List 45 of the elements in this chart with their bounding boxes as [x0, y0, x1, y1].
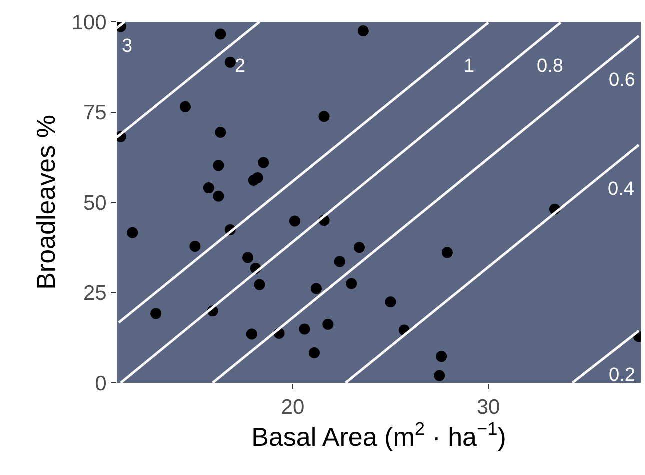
point	[224, 56, 236, 68]
point	[252, 172, 264, 184]
series-label: 0.2	[609, 365, 636, 386]
point	[215, 28, 226, 40]
point	[442, 247, 453, 258]
series-label: 0.4	[608, 179, 635, 200]
point	[203, 182, 214, 194]
point	[318, 111, 330, 122]
point	[299, 324, 310, 335]
point	[322, 319, 334, 330]
point	[358, 26, 369, 37]
point	[289, 216, 300, 227]
point	[334, 256, 346, 268]
point	[213, 160, 224, 172]
point	[127, 227, 138, 238]
point	[180, 101, 191, 112]
point	[436, 351, 448, 362]
point	[246, 328, 258, 340]
series-label: 0.6	[609, 70, 636, 91]
y-tick-label: 50	[83, 192, 107, 215]
point	[242, 252, 254, 264]
point	[354, 242, 365, 254]
point	[254, 279, 266, 290]
point	[213, 190, 224, 202]
y-tick-label: 25	[83, 282, 107, 306]
y-tick-label: 75	[83, 102, 107, 125]
point	[190, 241, 201, 252]
series-label: 2	[235, 56, 246, 77]
point	[346, 278, 358, 290]
y-axis-title: Broadleaves %	[31, 115, 62, 290]
y-tick-label: 100	[72, 11, 107, 34]
x-tick-label: 20	[281, 396, 305, 420]
point	[385, 296, 396, 308]
point	[215, 126, 226, 138]
point	[310, 283, 322, 294]
series-label: 0.8	[537, 56, 564, 77]
point	[308, 348, 320, 359]
point	[434, 370, 446, 382]
series-label: 3	[122, 36, 133, 57]
point	[150, 308, 162, 320]
x-axis-title: Basal Area (m$^{2}$ · ha$^{−1}$)	[252, 419, 506, 452]
point	[258, 157, 270, 168]
y-tick-label: 0	[95, 372, 107, 396]
x-tick-label: 30	[476, 396, 500, 420]
series-label: 1	[464, 56, 475, 77]
